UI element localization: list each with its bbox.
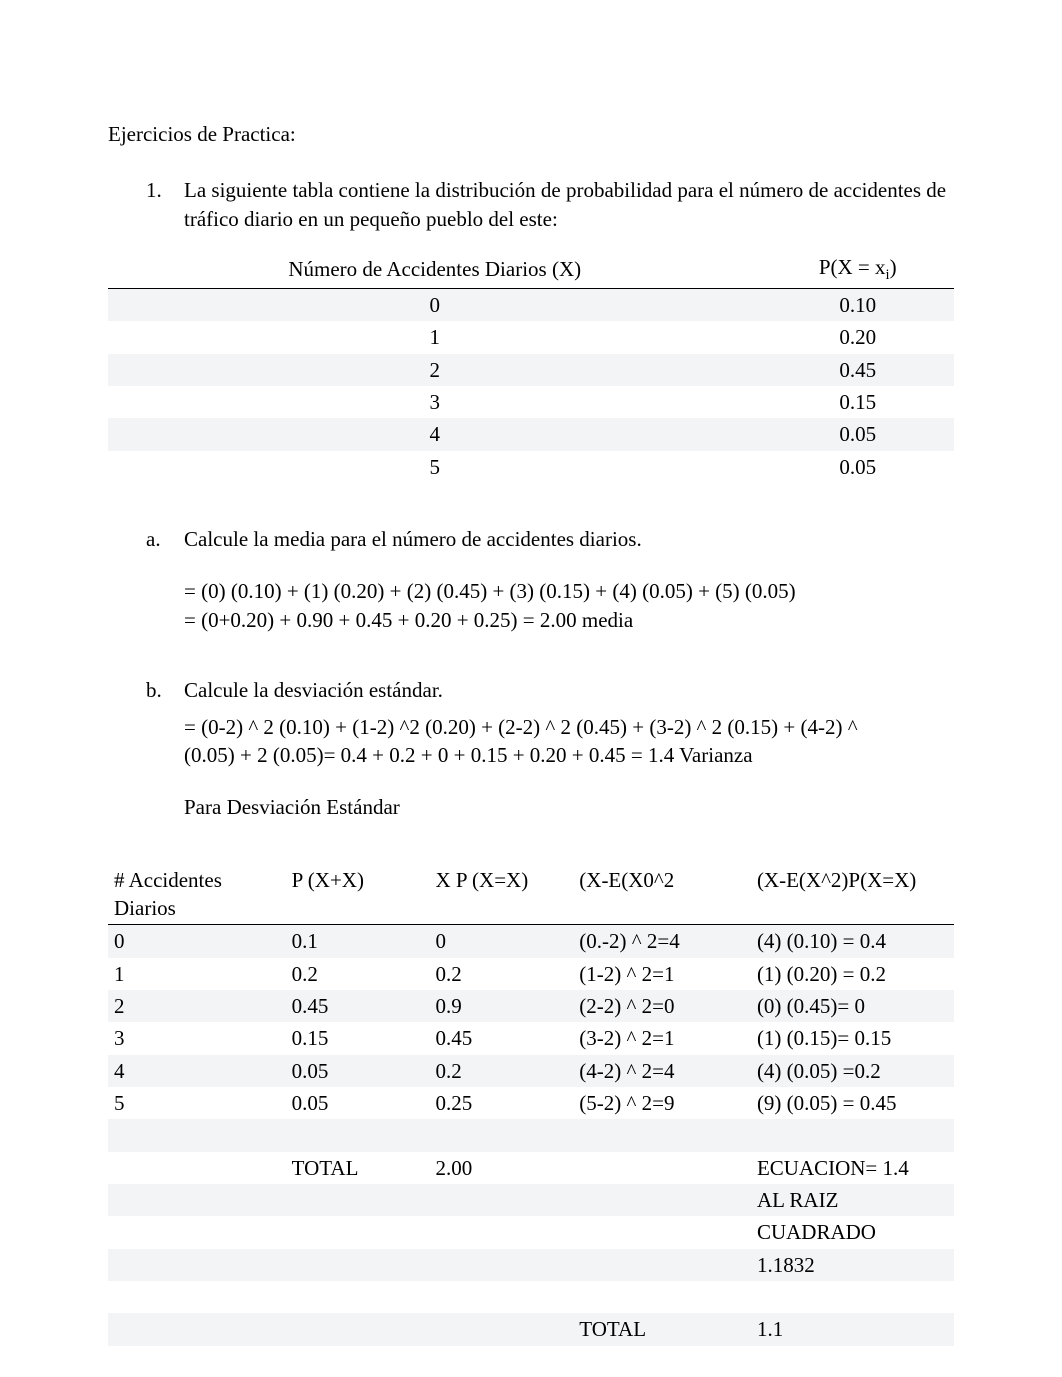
table-row: 00.10(0.-2) ^ 2=4(4) (0.10) = 0.4: [108, 925, 954, 958]
exercise-text: La siguiente tabla contiene la distribuc…: [184, 176, 954, 233]
table-row: 30.15: [108, 386, 954, 418]
probability-table: Número de Accidentes Diarios (X) P(X = x…: [108, 251, 954, 483]
exercise-number: 1.: [146, 176, 184, 233]
table-row: 1.1832: [108, 1249, 954, 1281]
part-a-prompt: Calcule la media para el número de accid…: [184, 525, 954, 553]
table-row: 40.050.2(4-2) ^ 2=4(4) (0.05) =0.2: [108, 1055, 954, 1087]
table-row-blank: [108, 1119, 954, 1151]
table-row: 30.150.45(3-2) ^ 2=1(1) (0.15)= 0.15: [108, 1022, 954, 1054]
table-row: 10.20.2(1-2) ^ 2=1(1) (0.20) = 0.2: [108, 958, 954, 990]
part-a-letter: a.: [146, 525, 184, 553]
table-row: CUADRADO: [108, 1216, 954, 1248]
page-title: Ejercicios de Practica:: [108, 120, 954, 148]
table-row: 20.45: [108, 354, 954, 386]
table-row: 50.05: [108, 451, 954, 483]
t2-h0: # Accidentes Diarios: [108, 864, 286, 925]
table-row: 20.450.9(2-2) ^ 2=0(0) (0.45)= 0: [108, 990, 954, 1022]
part-b-letter: b.: [146, 676, 184, 704]
t2-h3: (X-E(X0^2: [573, 864, 751, 925]
part-b: b. Calcule la desviación estándar.: [108, 676, 954, 704]
table-row: 40.05: [108, 418, 954, 450]
table-row-final: TOTAL1.1: [108, 1313, 954, 1345]
t1-header-x: Número de Accidentes Diarios (X): [108, 251, 761, 289]
part-a-calc-2: = (0+0.20) + 0.90 + 0.45 + 0.20 + 0.25) …: [108, 606, 954, 634]
part-a: a. Calcule la media para el número de ac…: [108, 525, 954, 553]
table-row-total: TOTAL2.00ECUACION= 1.4: [108, 1152, 954, 1184]
t1-header-p: P(X = xi): [761, 251, 954, 289]
part-a-calc-1: = (0) (0.10) + (1) (0.20) + (2) (0.45) +…: [108, 577, 954, 605]
stddev-table: # Accidentes Diarios P (X+X) X P (X=X) (…: [108, 864, 954, 1346]
part-b-prompt: Calcule la desviación estándar.: [184, 676, 954, 704]
table-row: 10.20: [108, 321, 954, 353]
t2-h4: (X-E(X^2)P(X=X): [751, 864, 954, 925]
table-row: 50.050.25(5-2) ^ 2=9(9) (0.05) = 0.45: [108, 1087, 954, 1119]
table-row: 00.10: [108, 289, 954, 322]
exercise-item: 1. La siguiente tabla contiene la distri…: [108, 176, 954, 233]
t2-h2: X P (X=X): [429, 864, 573, 925]
part-b-calc-1: = (0-2) ^ 2 (0.10) + (1-2) ^2 (0.20) + (…: [108, 713, 954, 741]
table-row-blank: [108, 1281, 954, 1313]
part-b-para: Para Desviación Estándar: [108, 793, 954, 821]
t2-h1: P (X+X): [286, 864, 430, 925]
part-b-calc-2: (0.05) + 2 (0.05)= 0.4 + 0.2 + 0 + 0.15 …: [108, 741, 954, 769]
table-row: AL RAIZ: [108, 1184, 954, 1216]
